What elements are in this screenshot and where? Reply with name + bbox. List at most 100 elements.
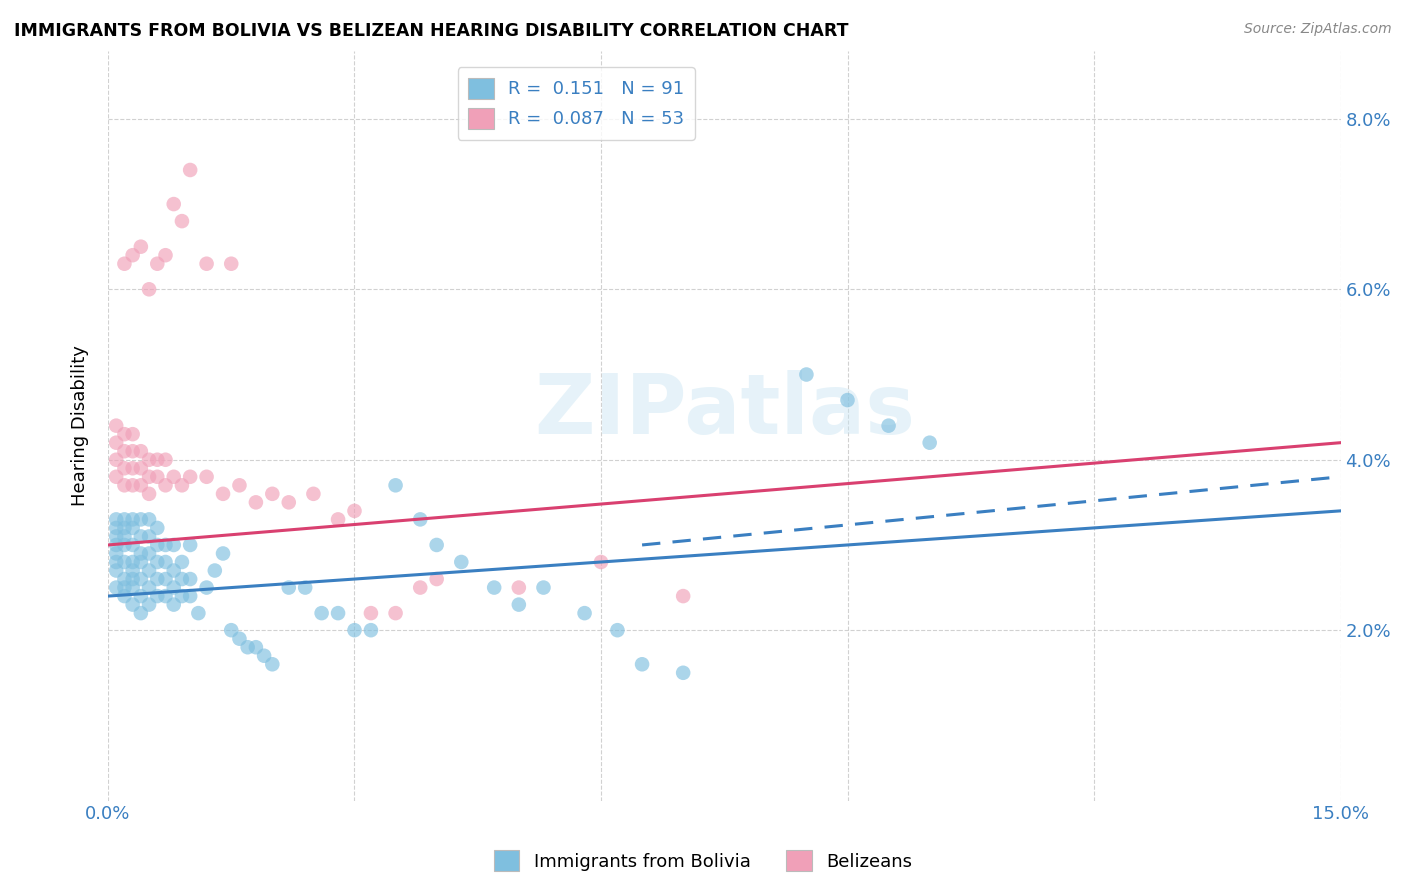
Point xyxy=(105,521,128,535)
Point xyxy=(163,564,186,578)
Point xyxy=(105,529,128,543)
Point xyxy=(179,572,201,586)
Point xyxy=(129,461,152,475)
Point xyxy=(112,589,135,603)
Point xyxy=(155,572,177,586)
Point xyxy=(105,546,128,560)
Point xyxy=(121,598,143,612)
Point xyxy=(138,470,160,484)
Point xyxy=(105,564,128,578)
Point xyxy=(219,623,242,637)
Text: IMMIGRANTS FROM BOLIVIA VS BELIZEAN HEARING DISABILITY CORRELATION CHART: IMMIGRANTS FROM BOLIVIA VS BELIZEAN HEAR… xyxy=(14,22,849,40)
Point xyxy=(112,521,135,535)
Point xyxy=(129,572,152,586)
Point xyxy=(426,572,449,586)
Point xyxy=(179,163,201,178)
Point xyxy=(672,665,695,680)
Point xyxy=(112,538,135,552)
Point xyxy=(112,581,135,595)
Point xyxy=(262,487,284,501)
Point xyxy=(146,589,169,603)
Point xyxy=(155,248,177,262)
Point xyxy=(138,529,160,543)
Point xyxy=(112,444,135,458)
Point xyxy=(121,512,143,526)
Point xyxy=(146,572,169,586)
Point xyxy=(482,581,505,595)
Point xyxy=(121,581,143,595)
Point xyxy=(138,598,160,612)
Point xyxy=(179,589,201,603)
Point xyxy=(262,657,284,672)
Point xyxy=(179,538,201,552)
Point xyxy=(155,555,177,569)
Point xyxy=(163,598,186,612)
Point xyxy=(155,452,177,467)
Point xyxy=(112,555,135,569)
Point xyxy=(138,512,160,526)
Point xyxy=(508,598,530,612)
Point xyxy=(121,461,143,475)
Point xyxy=(343,504,366,518)
Point xyxy=(796,368,818,382)
Point xyxy=(105,418,128,433)
Point xyxy=(672,589,695,603)
Point xyxy=(112,427,135,442)
Point xyxy=(112,461,135,475)
Point xyxy=(277,581,299,595)
Point xyxy=(918,435,941,450)
Point xyxy=(450,555,472,569)
Point xyxy=(589,555,612,569)
Point xyxy=(105,512,128,526)
Point xyxy=(326,512,349,526)
Point xyxy=(837,393,859,408)
Point xyxy=(112,529,135,543)
Point xyxy=(112,572,135,586)
Point xyxy=(245,495,267,509)
Point xyxy=(105,452,128,467)
Point xyxy=(163,470,186,484)
Point xyxy=(343,623,366,637)
Point xyxy=(129,555,152,569)
Point xyxy=(204,564,226,578)
Point xyxy=(170,478,193,492)
Point xyxy=(121,572,143,586)
Point xyxy=(294,581,316,595)
Point xyxy=(138,564,160,578)
Point xyxy=(146,452,169,467)
Point xyxy=(533,581,555,595)
Point xyxy=(253,648,276,663)
Point xyxy=(155,589,177,603)
Point xyxy=(112,257,135,271)
Point xyxy=(138,487,160,501)
Point xyxy=(146,538,169,552)
Point xyxy=(112,512,135,526)
Point xyxy=(138,546,160,560)
Point xyxy=(105,435,128,450)
Point xyxy=(138,581,160,595)
Legend: R =  0.151   N = 91, R =  0.087   N = 53: R = 0.151 N = 91, R = 0.087 N = 53 xyxy=(457,67,695,140)
Point xyxy=(129,478,152,492)
Point xyxy=(384,478,406,492)
Point xyxy=(121,444,143,458)
Point xyxy=(311,606,333,620)
Point xyxy=(105,555,128,569)
Point xyxy=(219,257,242,271)
Point xyxy=(121,555,143,569)
Point xyxy=(163,538,186,552)
Point xyxy=(129,240,152,254)
Point xyxy=(170,589,193,603)
Point xyxy=(326,606,349,620)
Point xyxy=(129,444,152,458)
Text: ZIPatlas: ZIPatlas xyxy=(534,370,915,451)
Point xyxy=(121,248,143,262)
Point xyxy=(409,512,432,526)
Point xyxy=(105,470,128,484)
Point xyxy=(121,521,143,535)
Point xyxy=(170,555,193,569)
Point xyxy=(426,538,449,552)
Point xyxy=(360,606,382,620)
Point xyxy=(574,606,596,620)
Point xyxy=(129,606,152,620)
Point xyxy=(105,581,128,595)
